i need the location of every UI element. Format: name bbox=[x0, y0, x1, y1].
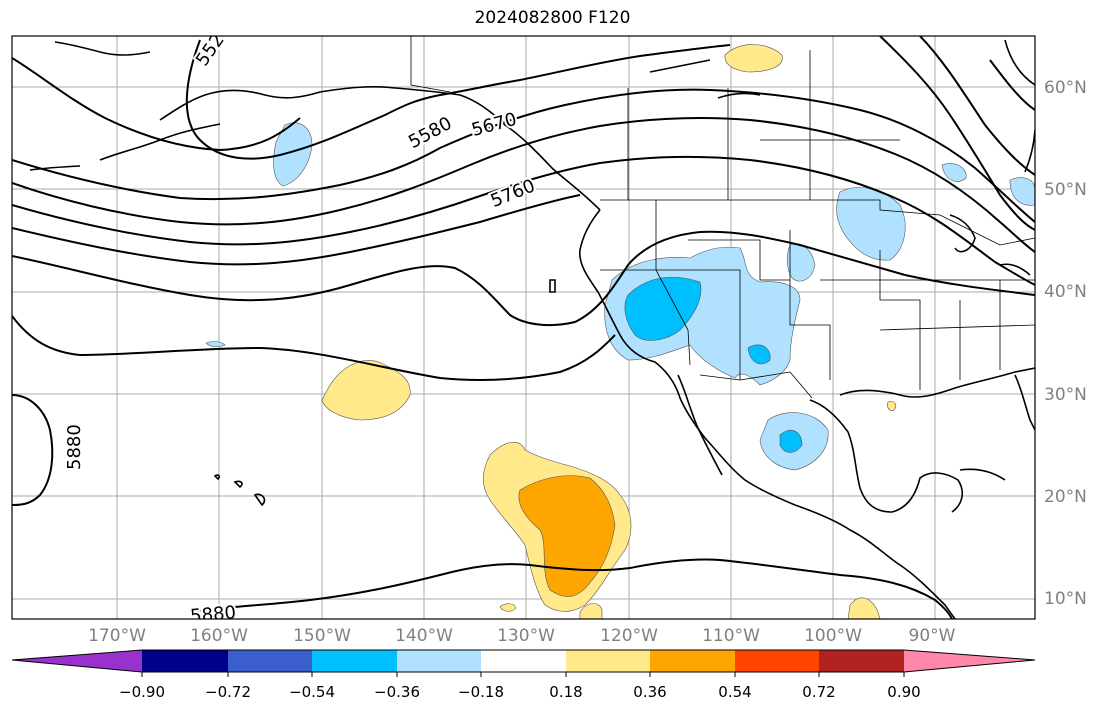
colorbar-tick-label: −0.36 bbox=[374, 683, 420, 701]
longitude-label: 160°W bbox=[190, 626, 248, 646]
longitude-label: 130°W bbox=[497, 626, 555, 646]
colorbar-segment bbox=[735, 650, 819, 672]
colorbar-segment bbox=[312, 650, 397, 672]
longitude-label: 140°W bbox=[395, 626, 453, 646]
map-title: 2024082800 F120 bbox=[474, 8, 631, 28]
colorbar-segment bbox=[142, 650, 228, 672]
colorbar-tick-label: −0.54 bbox=[289, 683, 335, 701]
latitude-label: 40°N bbox=[1044, 282, 1087, 302]
coastlines bbox=[29, 39, 1035, 619]
colorbar-segment bbox=[819, 650, 904, 672]
longitude-label: 150°W bbox=[293, 626, 351, 646]
colorbar-segment bbox=[650, 650, 735, 672]
colorbar-tick-label: 0.36 bbox=[633, 683, 667, 701]
colorbar-tick-label: 0.90 bbox=[887, 683, 921, 701]
map-frame bbox=[11, 35, 1036, 620]
latitude-label: 60°N bbox=[1044, 78, 1087, 98]
longitude-label: 120°W bbox=[600, 626, 658, 646]
latitude-label: 10°N bbox=[1044, 589, 1087, 609]
colorbar-tick-label: 0.72 bbox=[802, 683, 836, 701]
colorbar-segment bbox=[397, 650, 481, 672]
political-borders bbox=[410, 36, 1035, 399]
negative-anomaly-areas bbox=[205, 122, 1035, 471]
longitude-label: 170°W bbox=[88, 626, 146, 646]
colorbar-segment bbox=[481, 650, 566, 672]
colorbar-tick-label: −0.90 bbox=[119, 683, 165, 701]
latitude-label: 50°N bbox=[1044, 180, 1087, 200]
colorbar-tick-label: −0.18 bbox=[458, 683, 504, 701]
contour-label: 5880 bbox=[64, 424, 85, 470]
longitude-label: 90°W bbox=[908, 626, 956, 646]
colorbar-max-extend bbox=[904, 650, 1035, 672]
colorbar-tick-label: −0.72 bbox=[205, 683, 251, 701]
colorbar-tick-label: 0.18 bbox=[549, 683, 583, 701]
longitude-label: 100°W bbox=[804, 626, 862, 646]
latitude-label: 20°N bbox=[1044, 487, 1087, 507]
colorbar-min-extend bbox=[12, 650, 142, 672]
height-contours bbox=[12, 36, 1035, 619]
contour-label: 5880 bbox=[189, 602, 236, 627]
colorbar-segment bbox=[566, 650, 650, 672]
colorbar bbox=[11, 649, 1036, 677]
colorbar-segment bbox=[228, 650, 312, 672]
colorbar-tick-label: 0.54 bbox=[718, 683, 752, 701]
longitude-label: 110°W bbox=[702, 626, 760, 646]
latitude-label: 30°N bbox=[1044, 385, 1087, 405]
